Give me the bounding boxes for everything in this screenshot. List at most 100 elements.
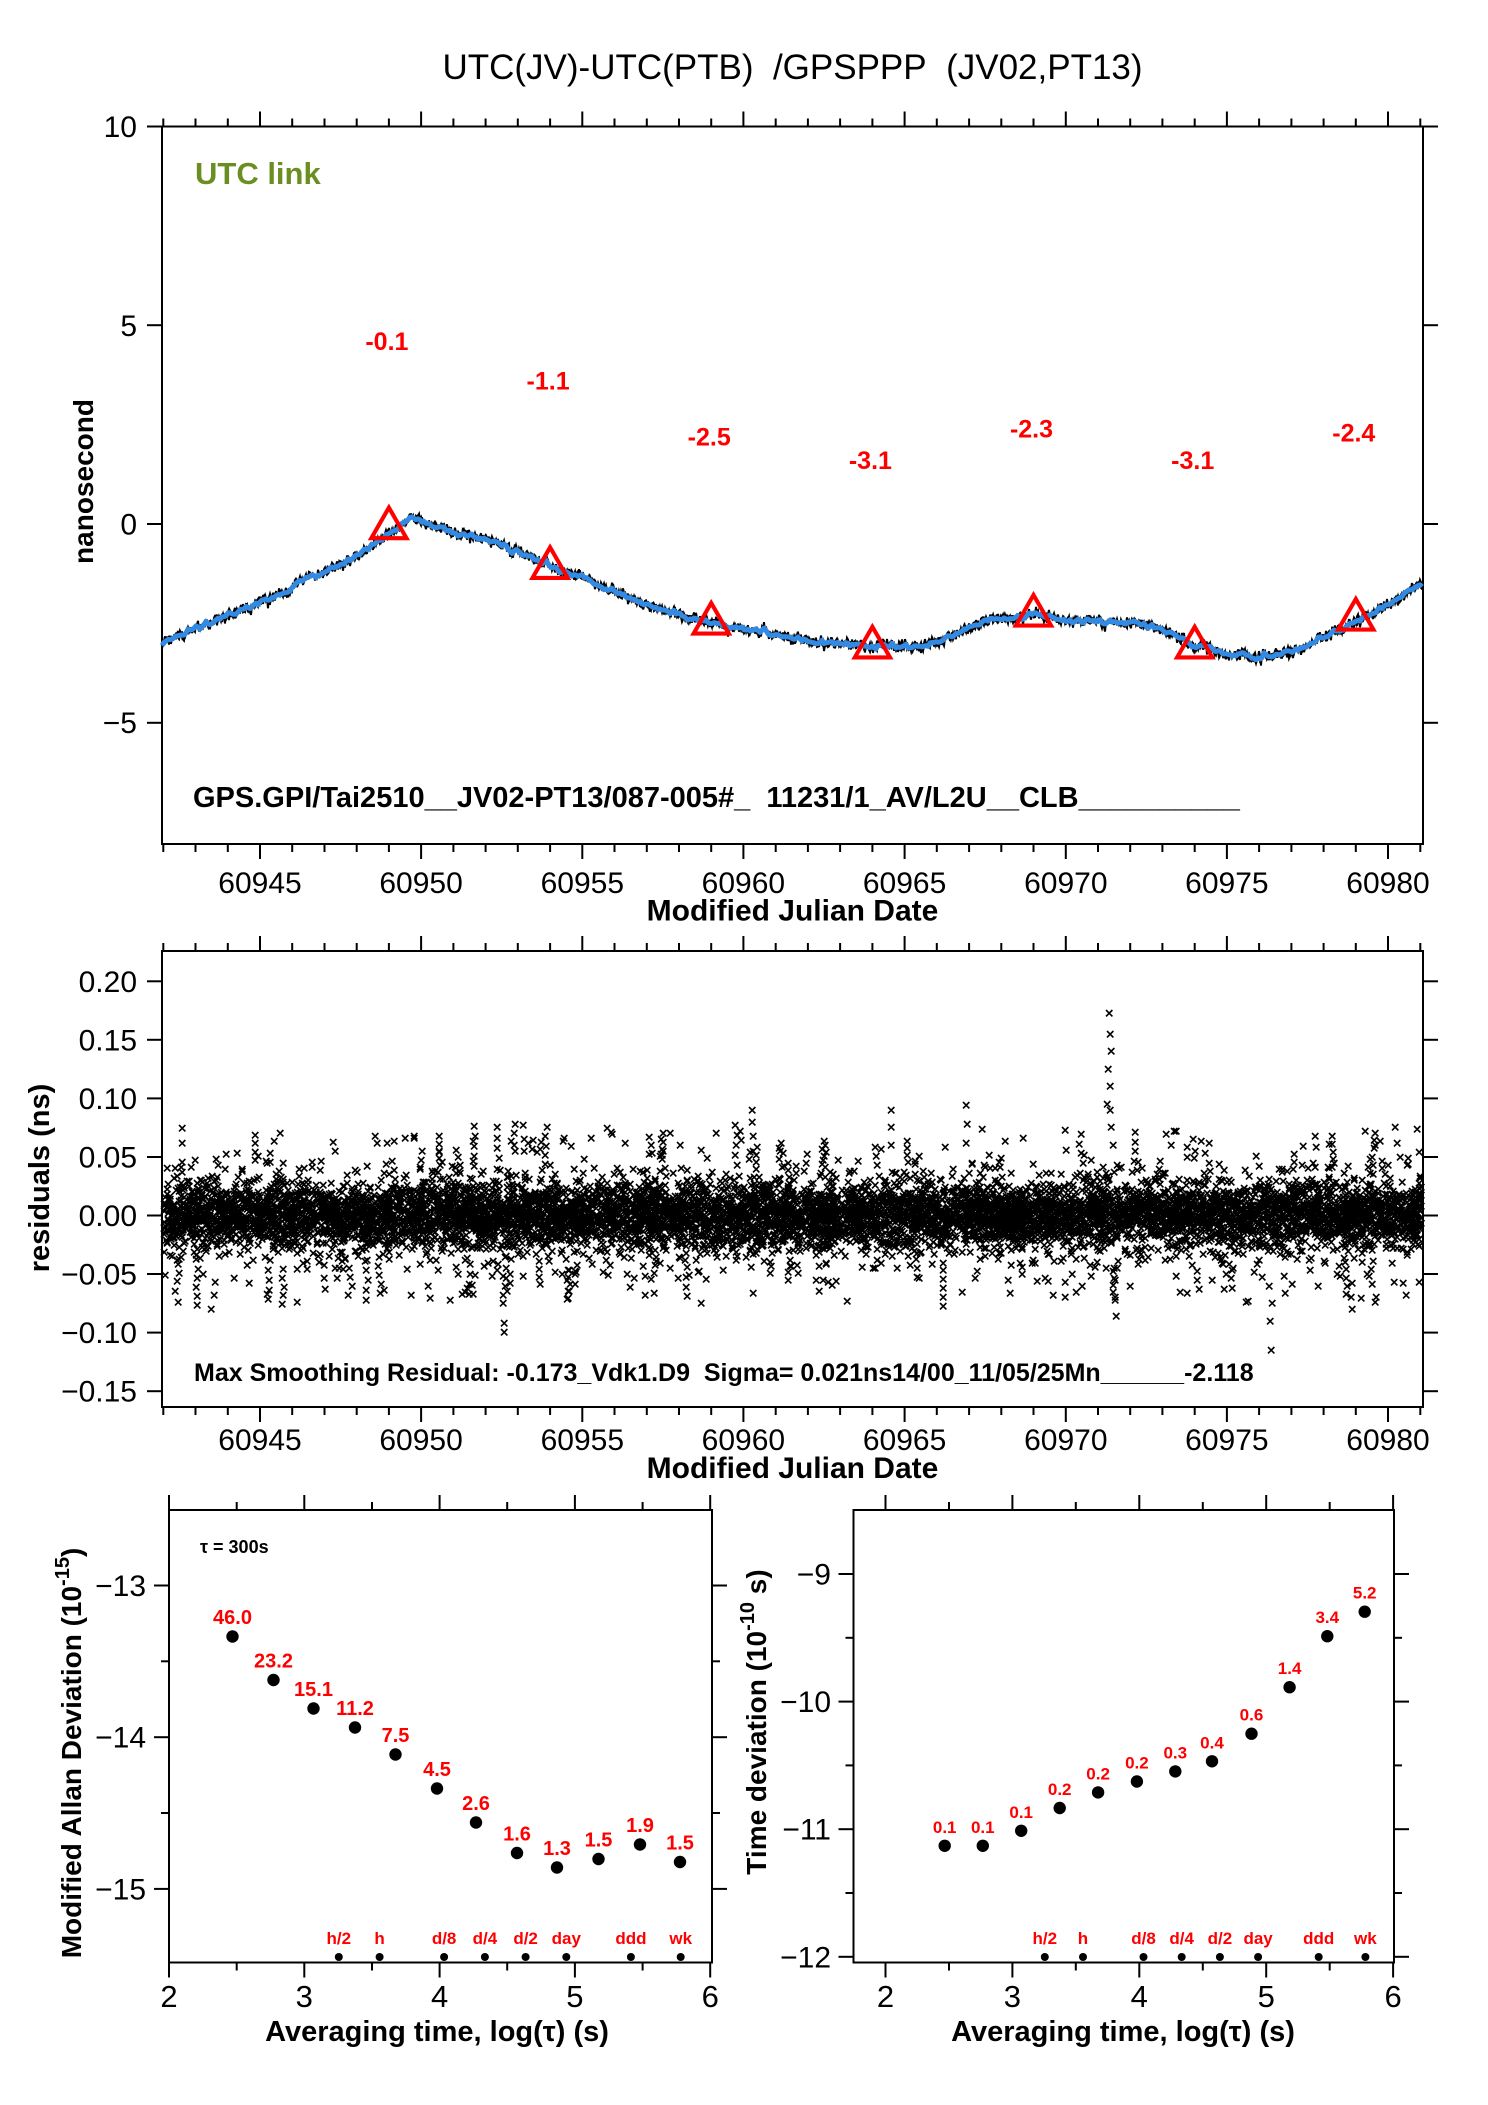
svg-text:0.1: 0.1: [971, 1818, 995, 1837]
svg-text:Averaging time, log(τ) (s): Averaging time, log(τ) (s): [265, 2016, 609, 2048]
svg-text:5: 5: [1258, 1979, 1275, 2014]
svg-text:Averaging time, log(τ) (s): Averaging time, log(τ) (s): [951, 2016, 1295, 2048]
svg-text:23.2: 23.2: [254, 1651, 293, 1673]
svg-text:1.3: 1.3: [543, 1838, 571, 1860]
svg-text:11.2: 11.2: [336, 1698, 374, 1720]
svg-text:2.6: 2.6: [462, 1793, 490, 1815]
svg-text:−13: −13: [95, 1570, 146, 1603]
svg-text:0.1: 0.1: [933, 1818, 957, 1837]
svg-text:-0.1: -0.1: [365, 328, 408, 356]
svg-text:UTC(JV)-UTC(PTB) /GPSPPP (JV: UTC(JV)-UTC(PTB) /GPSPPP (JV02,PT13): [442, 48, 1142, 87]
svg-text:3.4: 3.4: [1315, 1608, 1339, 1627]
svg-text:h/2: h/2: [1033, 1929, 1058, 1948]
svg-text:1.5: 1.5: [666, 1833, 694, 1855]
svg-text:60955: 60955: [541, 867, 624, 900]
svg-text:60965: 60965: [863, 1424, 946, 1457]
svg-text:60970: 60970: [1024, 1424, 1107, 1457]
svg-text:day: day: [552, 1929, 582, 1948]
svg-text:60960: 60960: [702, 1424, 785, 1457]
svg-text:-2.4: -2.4: [1332, 419, 1375, 447]
svg-text:wk: wk: [1353, 1929, 1377, 1948]
svg-text:15.1: 15.1: [294, 1679, 333, 1701]
svg-text:residuals (ns): residuals (ns): [24, 1084, 56, 1273]
svg-text:day: day: [1243, 1929, 1273, 1948]
svg-text:0.3: 0.3: [1163, 1743, 1187, 1762]
svg-text:−0.10: −0.10: [61, 1317, 137, 1350]
svg-text:60950: 60950: [379, 867, 462, 900]
svg-text:7.5: 7.5: [382, 1725, 410, 1747]
svg-text:5: 5: [120, 310, 137, 343]
svg-text:−0.05: −0.05: [61, 1259, 137, 1292]
svg-text:0.4: 0.4: [1200, 1733, 1224, 1752]
svg-text:0.00: 0.00: [79, 1200, 137, 1233]
svg-text:−12: −12: [780, 1941, 831, 1974]
svg-text:60960: 60960: [702, 867, 785, 900]
svg-text:6: 6: [1384, 1979, 1401, 2014]
svg-text:h: h: [374, 1929, 384, 1948]
svg-text:0.05: 0.05: [79, 1142, 137, 1175]
svg-text:1.5: 1.5: [585, 1830, 613, 1852]
svg-text:h/2: h/2: [327, 1929, 352, 1948]
svg-text:2: 2: [877, 1979, 894, 2014]
svg-text:0: 0: [120, 509, 137, 542]
svg-text:Modified Julian Date: Modified Julian Date: [647, 1452, 939, 1485]
svg-text:−11: −11: [782, 1814, 831, 1847]
svg-text:UTC link: UTC link: [195, 156, 321, 191]
svg-text:−10: −10: [780, 1686, 831, 1719]
svg-text:60950: 60950: [379, 1424, 462, 1457]
svg-text:−5: −5: [103, 707, 137, 740]
svg-text:Max Smoothing Residual: -0.173: Max Smoothing Residual: -0.173_Vdk1.D9 S…: [194, 1359, 1254, 1387]
svg-text:−9: −9: [797, 1559, 831, 1592]
svg-text:d/4: d/4: [1169, 1929, 1194, 1948]
svg-text:3: 3: [1004, 1979, 1021, 2014]
svg-text:-1.1: -1.1: [527, 368, 570, 396]
svg-text:60955: 60955: [541, 1424, 624, 1457]
svg-text:h: h: [1078, 1929, 1088, 1948]
svg-text:τ = 300s: τ = 300s: [200, 1537, 269, 1557]
svg-text:−15: −15: [95, 1873, 146, 1906]
svg-text:5.2: 5.2: [1353, 1584, 1377, 1603]
svg-text:ddd: ddd: [1303, 1929, 1334, 1948]
svg-text:60980: 60980: [1346, 1424, 1429, 1457]
svg-text:60970: 60970: [1024, 867, 1107, 900]
svg-text:d/8: d/8: [1131, 1929, 1156, 1948]
svg-text:60975: 60975: [1185, 1424, 1268, 1457]
svg-text:6: 6: [702, 1979, 719, 2014]
svg-text:-3.1: -3.1: [1171, 447, 1214, 475]
svg-text:4.5: 4.5: [423, 1759, 451, 1781]
svg-text:10: 10: [104, 111, 137, 144]
svg-text:ddd: ddd: [615, 1929, 646, 1948]
svg-text:-3.1: -3.1: [849, 447, 892, 475]
svg-text:5: 5: [566, 1979, 583, 2014]
svg-text:nanosecond: nanosecond: [68, 399, 99, 564]
svg-text:60975: 60975: [1185, 867, 1268, 900]
svg-text:60945: 60945: [218, 1424, 301, 1457]
svg-text:1.9: 1.9: [626, 1815, 654, 1837]
svg-text:0.1: 0.1: [1009, 1803, 1033, 1822]
svg-text:wk: wk: [668, 1929, 692, 1948]
svg-text:0.2: 0.2: [1086, 1764, 1110, 1783]
svg-text:0.20: 0.20: [79, 966, 137, 999]
svg-text:4: 4: [1131, 1979, 1148, 2014]
svg-text:d/8: d/8: [432, 1929, 457, 1948]
svg-text:1.6: 1.6: [503, 1824, 531, 1846]
svg-text:Modified Julian Date: Modified Julian Date: [647, 895, 939, 928]
svg-text:60965: 60965: [863, 867, 946, 900]
svg-text:d/4: d/4: [473, 1929, 498, 1948]
svg-text:46.0: 46.0: [213, 1607, 252, 1629]
svg-text:0.10: 0.10: [79, 1083, 137, 1116]
svg-text:3: 3: [296, 1979, 313, 2014]
svg-text:0.15: 0.15: [79, 1024, 137, 1057]
svg-text:0.6: 0.6: [1240, 1706, 1264, 1725]
svg-text:Modified Allan Deviation (10-1: Modified Allan Deviation (10-15): [52, 1548, 87, 1959]
svg-text:d/2: d/2: [1208, 1929, 1233, 1948]
svg-text:60945: 60945: [218, 867, 301, 900]
svg-text:-2.3: -2.3: [1010, 415, 1053, 443]
svg-text:−14: −14: [95, 1722, 146, 1755]
svg-text:-2.5: -2.5: [688, 423, 731, 451]
svg-text:0.2: 0.2: [1125, 1754, 1149, 1773]
svg-text:60980: 60980: [1346, 867, 1429, 900]
svg-text:d/2: d/2: [513, 1929, 538, 1948]
svg-text:2: 2: [160, 1979, 177, 2014]
svg-text:0.2: 0.2: [1048, 1780, 1072, 1799]
